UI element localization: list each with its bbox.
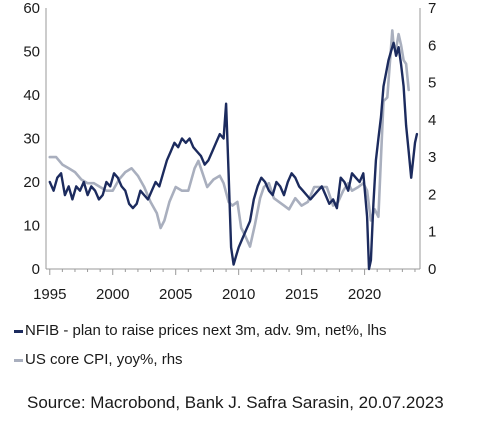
x-tick-label: 2015 [285,286,318,303]
legend-item-nfib: NFIB - plan to raise prices next 3m, adv… [14,322,387,339]
right-tick-label: 1 [428,224,436,241]
series-layer [48,29,419,271]
right-axis-ticks: 0 1 2 3 4 5 6 7 [428,0,436,278]
left-axis-ticks: 0 10 20 30 40 50 60 [23,0,40,278]
right-tick-label: 3 [428,149,436,166]
series-line-nfib [48,41,419,271]
left-tick-label: 20 [23,174,40,191]
plot-frame [45,8,421,270]
right-tick-label: 0 [428,261,436,278]
x-tick-label: 2020 [348,286,381,303]
chart: 0 10 20 30 40 50 60 0 1 2 3 4 5 6 7 1995 2000 2005 2010 2… [23,0,436,303]
left-tick-label: 40 [23,87,40,104]
right-tick-label: 5 [428,75,436,92]
x-tick-label: 2000 [96,286,129,303]
legend-item-core-cpi: US core CPI, yoy%, rhs [14,351,183,368]
legend-label-core-cpi: US core CPI, yoy%, rhs [25,351,183,368]
right-tick-label: 2 [428,186,436,203]
left-tick-label: 10 [23,218,40,235]
left-tick-label: 50 [23,44,40,61]
right-tick-label: 4 [428,112,436,129]
series-line-core-cpi [48,29,410,248]
x-tick-label: 2005 [159,286,192,303]
legend-label-nfib: NFIB - plan to raise prices next 3m, adv… [25,322,387,339]
left-tick-label: 0 [32,261,40,278]
source-note: Source: Macrobond, Bank J. Safra Sarasin… [27,393,444,412]
x-tick-label: 1995 [33,286,66,303]
left-tick-label: 30 [23,131,40,148]
left-tick-label: 60 [23,0,40,17]
x-tick-label: 2010 [222,286,255,303]
right-tick-label: 7 [428,0,436,17]
x-axis-ticks: 1995 2000 2005 2010 2015 2020 [33,269,416,303]
legend-swatch-core-cpi [14,358,23,362]
legend-swatch-nfib [14,329,23,333]
right-tick-label: 6 [428,37,436,54]
